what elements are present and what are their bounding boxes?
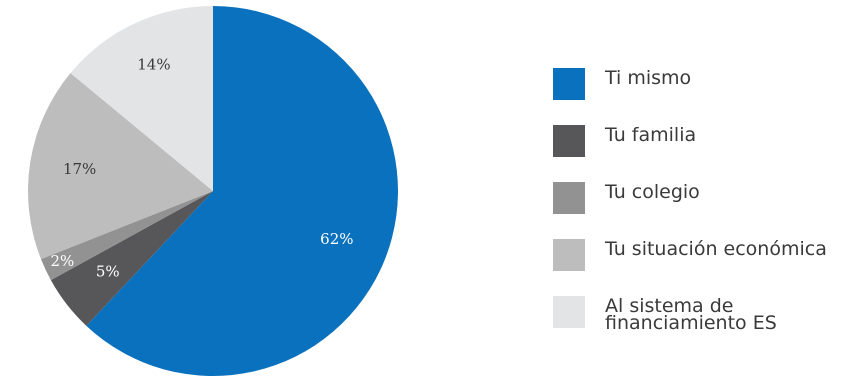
legend-label-sistema-financiamiento: Al sistema de financiamiento ES <box>605 295 777 334</box>
legend-item-ti-mismo: Ti mismo <box>553 68 863 125</box>
pie-slice-tu-colegio <box>40 191 213 281</box>
legend-swatch-ti-mismo <box>553 68 585 100</box>
legend-item-tu-familia: Tu familia <box>553 125 863 182</box>
legend-swatch-tu-familia <box>553 125 585 157</box>
legend-label-tu-colegio: Tu colegio <box>605 181 700 203</box>
legend-item-sistema-financiamiento: Al sistema de financiamiento ES <box>553 296 863 353</box>
slice-label-al-sistema-de-financiamiento-es: 14% <box>137 55 170 73</box>
slice-label-tu-colegio: 2% <box>50 252 74 270</box>
slice-label-tu-situacion-economica: 17% <box>63 160 96 178</box>
legend-swatch-tu-colegio <box>553 182 585 214</box>
slice-label-ti-mismo: 62% <box>320 230 353 248</box>
pie-slice-tu-situacion-economica <box>28 73 214 260</box>
pie-slice-ti-mismo <box>86 6 399 376</box>
legend-item-tu-situacion-economica: Tu situación económica <box>553 239 863 296</box>
legend-item-tu-colegio: Tu colegio <box>553 182 863 239</box>
pie-slice-al-sistema-de-financiamiento-es <box>70 6 213 191</box>
pie-slices <box>28 6 399 376</box>
slice-label-tu-familia: 5% <box>96 263 120 281</box>
legend-swatch-tu-situacion-economica <box>553 239 585 271</box>
chart-legend: Ti mismo Tu familia Tu colegio Tu situac… <box>553 68 863 353</box>
legend-label-ti-mismo: Ti mismo <box>605 67 692 89</box>
legend-label-tu-familia: Tu familia <box>605 124 697 146</box>
legend-swatch-sistema-financiamiento <box>553 296 585 328</box>
legend-label-tu-situacion-economica: Tu situación económica <box>605 238 827 260</box>
pie-slice-tu-familia <box>50 191 213 326</box>
pie-slice-labels: 62% 5% 2% 17% 14% <box>50 55 353 280</box>
